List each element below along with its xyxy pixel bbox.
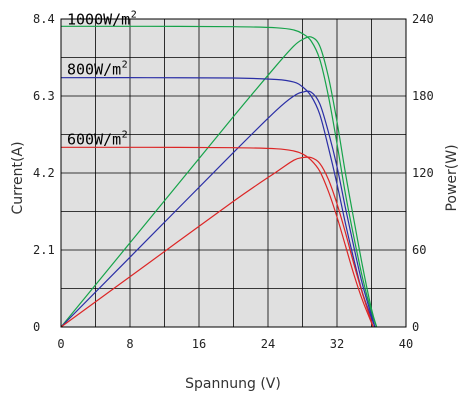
y-right-tick-labels: 0 60 120 180 240 [412,12,434,334]
y-left-tick-label: 4.2 [33,166,55,180]
y-right-axis-label: Power(W) [444,144,460,211]
series-0-current-line [60,25,378,328]
curves [60,25,378,328]
y-left-tick-label: 8.4 [33,12,55,26]
y-right-tick-label: 60 [412,243,426,257]
series-0-label: 1000W/m [67,10,130,28]
y-right-tick-label: 180 [412,89,434,103]
series-2-current-line [60,146,374,328]
y-left-tick-label: 0 [33,320,40,334]
series-2-label-superscript: 2 [122,129,128,140]
y-right-tick-label: 240 [412,12,434,26]
y-left-axis-label: Current(A) [10,141,26,214]
series-2-power-line [60,156,374,328]
x-tick-label: 16 [192,337,206,351]
series-1-label-superscript: 2 [122,60,128,71]
series-1-label: 800W/m [67,61,121,79]
x-axis-label: Spannung (V) [185,376,281,392]
x-tick-label: 8 [126,337,133,351]
series-0-label-superscript: 2 [131,9,137,20]
y-left-tick-label: 6.3 [33,89,55,103]
x-tick-label: 0 [57,337,64,351]
grid-lines [61,19,406,327]
y-left-tick-label: 2.1 [33,243,55,257]
y-left-tick-labels: 0 2.1 4.2 6.3 8.4 [33,12,55,334]
series-2-label: 600W/m [67,130,121,148]
x-tick-label: 40 [399,337,413,351]
x-tick-label: 32 [330,337,344,351]
y-right-tick-label: 0 [412,320,419,334]
series-1-current-line [60,77,376,328]
x-tick-label: 24 [261,337,275,351]
series-1-power-line [60,90,376,328]
y-right-tick-label: 120 [412,166,434,180]
x-tick-labels: 0 8 16 24 32 40 [57,337,413,351]
series-0-power-line [60,36,378,328]
plot-frame [60,18,407,328]
